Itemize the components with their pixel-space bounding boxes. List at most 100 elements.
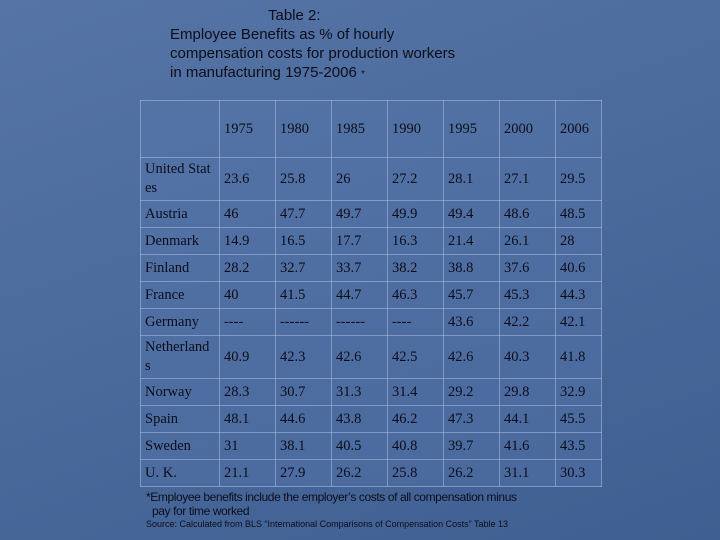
row-label: U. K. [140, 459, 220, 487]
footnote-line: *Employee benefits include the employer’… [146, 490, 517, 504]
cell: 46.3 [387, 281, 444, 309]
cell: 14.9 [219, 227, 276, 255]
cell: 43.6 [443, 308, 500, 336]
table-row: U. K. 21.1 27.9 26.2 25.8 26.2 31.1 30.3 [140, 459, 602, 487]
cell: 29.8 [499, 378, 556, 406]
row-label: Spain [140, 405, 220, 433]
source: Source: Calculated from BLS “Internation… [146, 519, 509, 529]
cell: 28.3 [219, 378, 276, 406]
cell: ---- [219, 308, 276, 336]
cell: 42.1 [555, 308, 602, 336]
cell: ------ [331, 308, 388, 336]
header-row: 1975 1980 1985 1990 1995 2000 2006 [140, 100, 602, 158]
cell: 26.1 [499, 227, 556, 255]
cell: 48.6 [499, 200, 556, 228]
cell: 41.5 [275, 281, 332, 309]
cell: 27.1 [499, 157, 556, 201]
cell: 47.3 [443, 405, 500, 433]
row-label: France [140, 281, 220, 309]
title-line: Employee Benefits as % of hourly [170, 26, 395, 43]
table-row: Netherlands 40.9 42.3 42.6 42.5 42.6 40.3 41.8 [140, 335, 602, 379]
footnote: *Employee benefits include the employer’… [146, 490, 517, 518]
cell: 26.2 [443, 459, 500, 487]
cell: 28.2 [219, 254, 276, 282]
cell: 48.5 [555, 200, 602, 228]
cell: 44.6 [275, 405, 332, 433]
cell: 31 [219, 432, 276, 460]
cell: 42.2 [499, 308, 556, 336]
cell: 32.9 [555, 378, 602, 406]
column-header: 1995 [443, 100, 500, 158]
title-mark: * [360, 69, 365, 80]
cell: 38.2 [387, 254, 444, 282]
cell: 25.8 [387, 459, 444, 487]
column-header: 1985 [331, 100, 388, 158]
cell: 43.5 [555, 432, 602, 460]
cell: 32.7 [275, 254, 332, 282]
cell: 38.1 [275, 432, 332, 460]
cell: ------ [275, 308, 332, 336]
column-header: 2006 [555, 100, 602, 158]
cell: 41.8 [555, 335, 602, 379]
cell: 27.9 [275, 459, 332, 487]
cell: 40 [219, 281, 276, 309]
cell: 48.1 [219, 405, 276, 433]
row-label: Denmark [140, 227, 220, 255]
table-row: Germany ---- ------ ------ ---- 43.6 42.2 42.1 [140, 308, 602, 336]
cell: 26 [331, 157, 388, 201]
title: Table 2: Employee Benefits as % of hourly… [170, 6, 455, 84]
cell: 45.7 [443, 281, 500, 309]
table-row: Norway 28.3 30.7 31.3 31.4 29.2 29.8 32.9 [140, 378, 602, 406]
title-line: compensation costs for production worker… [170, 45, 456, 62]
cell: 31.4 [387, 378, 444, 406]
row-label: Norway [140, 378, 220, 406]
title-line: Table 2: [268, 7, 321, 24]
column-header: 2000 [499, 100, 556, 158]
row-label: Austria [140, 200, 220, 228]
cell: 42.6 [443, 335, 500, 379]
cell: 31.1 [499, 459, 556, 487]
cell: 16.3 [387, 227, 444, 255]
corner-cell [140, 100, 220, 158]
cell: 44.3 [555, 281, 602, 309]
cell: 38.8 [443, 254, 500, 282]
cell: 26.2 [331, 459, 388, 487]
cell: ---- [387, 308, 444, 336]
table-row: Finland 28.2 32.7 33.7 38.2 38.8 37.6 40.6 [140, 254, 602, 282]
table-row: Denmark 14.9 16.5 17.7 16.3 21.4 26.1 28 [140, 227, 602, 255]
cell: 29.5 [555, 157, 602, 201]
table-row: Spain 48.1 44.6 43.8 46.2 47.3 44.1 45.5 [140, 405, 602, 433]
cell: 30.3 [555, 459, 602, 487]
column-header: 1975 [219, 100, 276, 158]
cell: 45.3 [499, 281, 556, 309]
row-label: Germany [140, 308, 220, 336]
cell: 39.7 [443, 432, 500, 460]
cell: 42.3 [275, 335, 332, 379]
cell: 40.5 [331, 432, 388, 460]
table-row: Sweden 31 38.1 40.5 40.8 39.7 41.6 43.5 [140, 432, 602, 460]
cell: 42.5 [387, 335, 444, 379]
cell: 21.4 [443, 227, 500, 255]
cell: 29.2 [443, 378, 500, 406]
cell: 44.7 [331, 281, 388, 309]
table-row: France 40 41.5 44.7 46.3 45.7 45.3 44.3 [140, 281, 602, 309]
cell: 40.6 [555, 254, 602, 282]
cell: 40.9 [219, 335, 276, 379]
table-row: Austria 46 47.7 49.7 49.9 49.4 48.6 48.5 [140, 200, 602, 228]
cell: 37.6 [499, 254, 556, 282]
cell: 46 [219, 200, 276, 228]
cell: 49.4 [443, 200, 500, 228]
cell: 49.9 [387, 200, 444, 228]
footnote-line: pay for time worked [152, 504, 250, 518]
cell: 28 [555, 227, 602, 255]
cell: 17.7 [331, 227, 388, 255]
cell: 16.5 [275, 227, 332, 255]
table-row: United States 23.6 25.8 26 27.2 28.1 27.1 29.5 [140, 157, 602, 201]
cell: 40.8 [387, 432, 444, 460]
cell: 28.1 [443, 157, 500, 201]
cell: 44.1 [499, 405, 556, 433]
column-header: 1990 [387, 100, 444, 158]
column-header: 1980 [275, 100, 332, 158]
cell: 31.3 [331, 378, 388, 406]
cell: 47.7 [275, 200, 332, 228]
